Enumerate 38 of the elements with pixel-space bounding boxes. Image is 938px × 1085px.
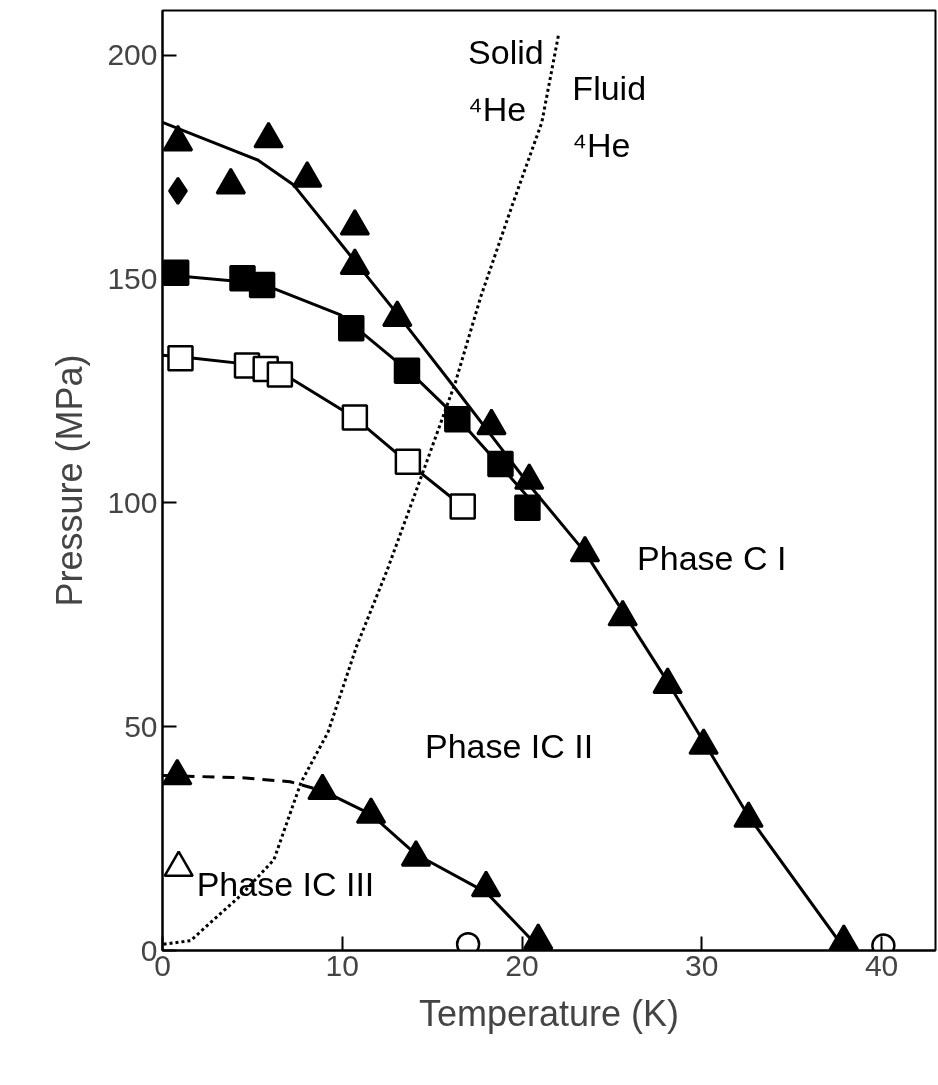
x-axis-title: Temperature (K) — [418, 992, 680, 1034]
annotation: Fluid ⁴He — [572, 68, 647, 164]
point — [652, 667, 683, 694]
point — [688, 728, 719, 755]
y-axis-title: Pressure (MPa) — [49, 354, 91, 607]
y-tick-label: 200 — [107, 38, 158, 72]
x-tick-label: 40 — [864, 948, 899, 982]
point — [828, 924, 860, 951]
y-tick-label: 50 — [124, 709, 158, 743]
point — [733, 801, 764, 828]
point — [162, 259, 190, 287]
point — [393, 357, 421, 385]
point — [266, 361, 294, 388]
annotation: Phase IC II — [424, 726, 594, 765]
point — [167, 345, 194, 372]
point — [400, 839, 432, 867]
point — [394, 448, 422, 475]
y-tick-label: 150 — [107, 262, 158, 296]
y-tick-label: 100 — [107, 485, 158, 519]
annotation: Phase IC III — [196, 865, 375, 904]
annotation: Solid ⁴He — [468, 32, 544, 128]
x-tick-label: 20 — [505, 948, 539, 982]
point — [307, 773, 338, 801]
point — [487, 450, 514, 478]
point — [449, 493, 476, 520]
x-tick-label: 30 — [685, 948, 719, 982]
annotation: Phase C I — [637, 538, 787, 577]
point — [163, 850, 194, 878]
x-tick-label: 10 — [325, 948, 359, 982]
point — [162, 758, 193, 786]
point — [338, 315, 365, 342]
point — [341, 404, 369, 431]
point — [248, 271, 276, 299]
point — [470, 870, 502, 898]
point — [444, 405, 471, 433]
point — [514, 494, 541, 522]
point — [522, 923, 554, 950]
point — [355, 797, 387, 824]
